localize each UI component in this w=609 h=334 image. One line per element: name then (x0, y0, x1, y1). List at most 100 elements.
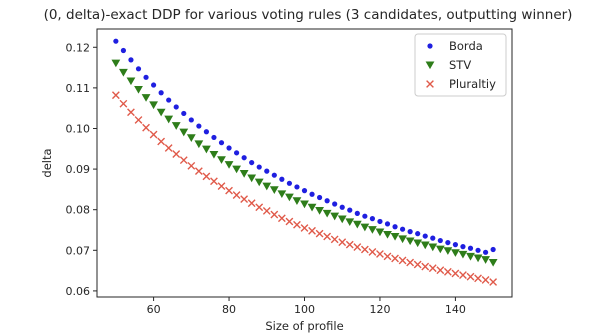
series-stv (111, 59, 498, 267)
data-point (443, 247, 453, 255)
data-point (269, 186, 279, 194)
data-point (360, 223, 370, 232)
data-point (202, 172, 211, 181)
data-point (435, 245, 445, 254)
data-point (171, 122, 181, 130)
y-tick-label: 0.09 (66, 163, 91, 176)
data-point (383, 230, 392, 239)
data-point (226, 145, 232, 151)
data-point (249, 159, 255, 166)
data-point (368, 248, 377, 256)
data-point (375, 228, 385, 237)
data-point (436, 266, 445, 275)
data-point (300, 224, 309, 232)
data-point (466, 272, 475, 281)
data-point (309, 191, 315, 197)
data-point (369, 216, 376, 222)
data-point (156, 108, 166, 117)
data-point (277, 214, 286, 223)
data-point (271, 172, 277, 178)
data-point (407, 229, 413, 235)
legend-label: Pluraltiy (449, 77, 496, 91)
data-point (315, 229, 324, 238)
data-point (120, 47, 127, 54)
data-point (240, 195, 249, 204)
data-point (277, 190, 287, 199)
data-point (338, 238, 347, 247)
data-point (256, 164, 262, 170)
x-tick-label: 80 (222, 303, 236, 316)
data-point (323, 232, 332, 241)
legend: Borda STV Pluraltiy (414, 33, 507, 97)
data-point (203, 129, 210, 135)
data-point (398, 235, 407, 244)
data-point (247, 199, 256, 208)
data-point (460, 244, 466, 250)
legend-entries: Borda STV Pluraltiy (425, 39, 496, 91)
data-point (241, 155, 247, 161)
data-point (307, 203, 317, 212)
legend-entry-borda: Borda (427, 39, 483, 53)
data-point (294, 184, 300, 190)
data-point (490, 246, 496, 253)
series-layer (111, 38, 498, 286)
data-point (149, 130, 158, 139)
data-point (179, 156, 188, 165)
x-axis: 60 80 100 120 140 (147, 297, 466, 316)
y-tick-label: 0.06 (66, 285, 91, 298)
legend-marker (427, 43, 433, 49)
data-point (430, 235, 436, 241)
data-point (143, 74, 149, 80)
data-point (452, 242, 459, 248)
data-point (473, 254, 483, 263)
y-axis-title: delta (40, 148, 54, 177)
data-point (218, 140, 225, 146)
legend-marker (426, 80, 434, 88)
data-point (142, 123, 150, 132)
data-point (360, 245, 369, 254)
data-point (337, 215, 347, 224)
data-point (390, 232, 400, 241)
data-point (488, 258, 498, 267)
data-point (339, 204, 345, 210)
x-tick-label: 120 (369, 303, 390, 316)
data-point (127, 108, 135, 117)
data-point (173, 104, 179, 110)
data-point (210, 177, 218, 186)
data-point (164, 144, 173, 152)
data-point (352, 220, 362, 229)
data-point (286, 180, 293, 186)
data-point (224, 161, 234, 169)
data-point (293, 220, 301, 229)
data-point (392, 224, 398, 230)
data-point (164, 115, 174, 124)
data-point (481, 256, 490, 264)
data-point (196, 123, 202, 129)
data-point (383, 252, 392, 261)
legend-label: STV (449, 58, 471, 72)
data-point (181, 110, 187, 117)
data-point (111, 91, 120, 100)
data-point (247, 174, 257, 183)
data-point (330, 235, 339, 244)
data-point (399, 226, 406, 232)
data-point (113, 38, 119, 44)
y-tick-label: 0.10 (66, 122, 91, 135)
data-point (413, 239, 423, 248)
data-point (186, 134, 196, 143)
data-point (209, 150, 219, 159)
data-point (149, 101, 158, 110)
data-point (428, 243, 438, 252)
data-point (458, 250, 468, 259)
data-point (406, 258, 415, 267)
data-point (347, 207, 353, 213)
data-point (377, 218, 383, 225)
data-point (279, 176, 285, 182)
data-point (179, 128, 189, 137)
data-point (285, 217, 294, 226)
legend-box (414, 33, 507, 97)
data-point (421, 262, 430, 271)
data-point (330, 212, 340, 221)
series-borda (113, 38, 496, 255)
data-point (233, 150, 240, 156)
